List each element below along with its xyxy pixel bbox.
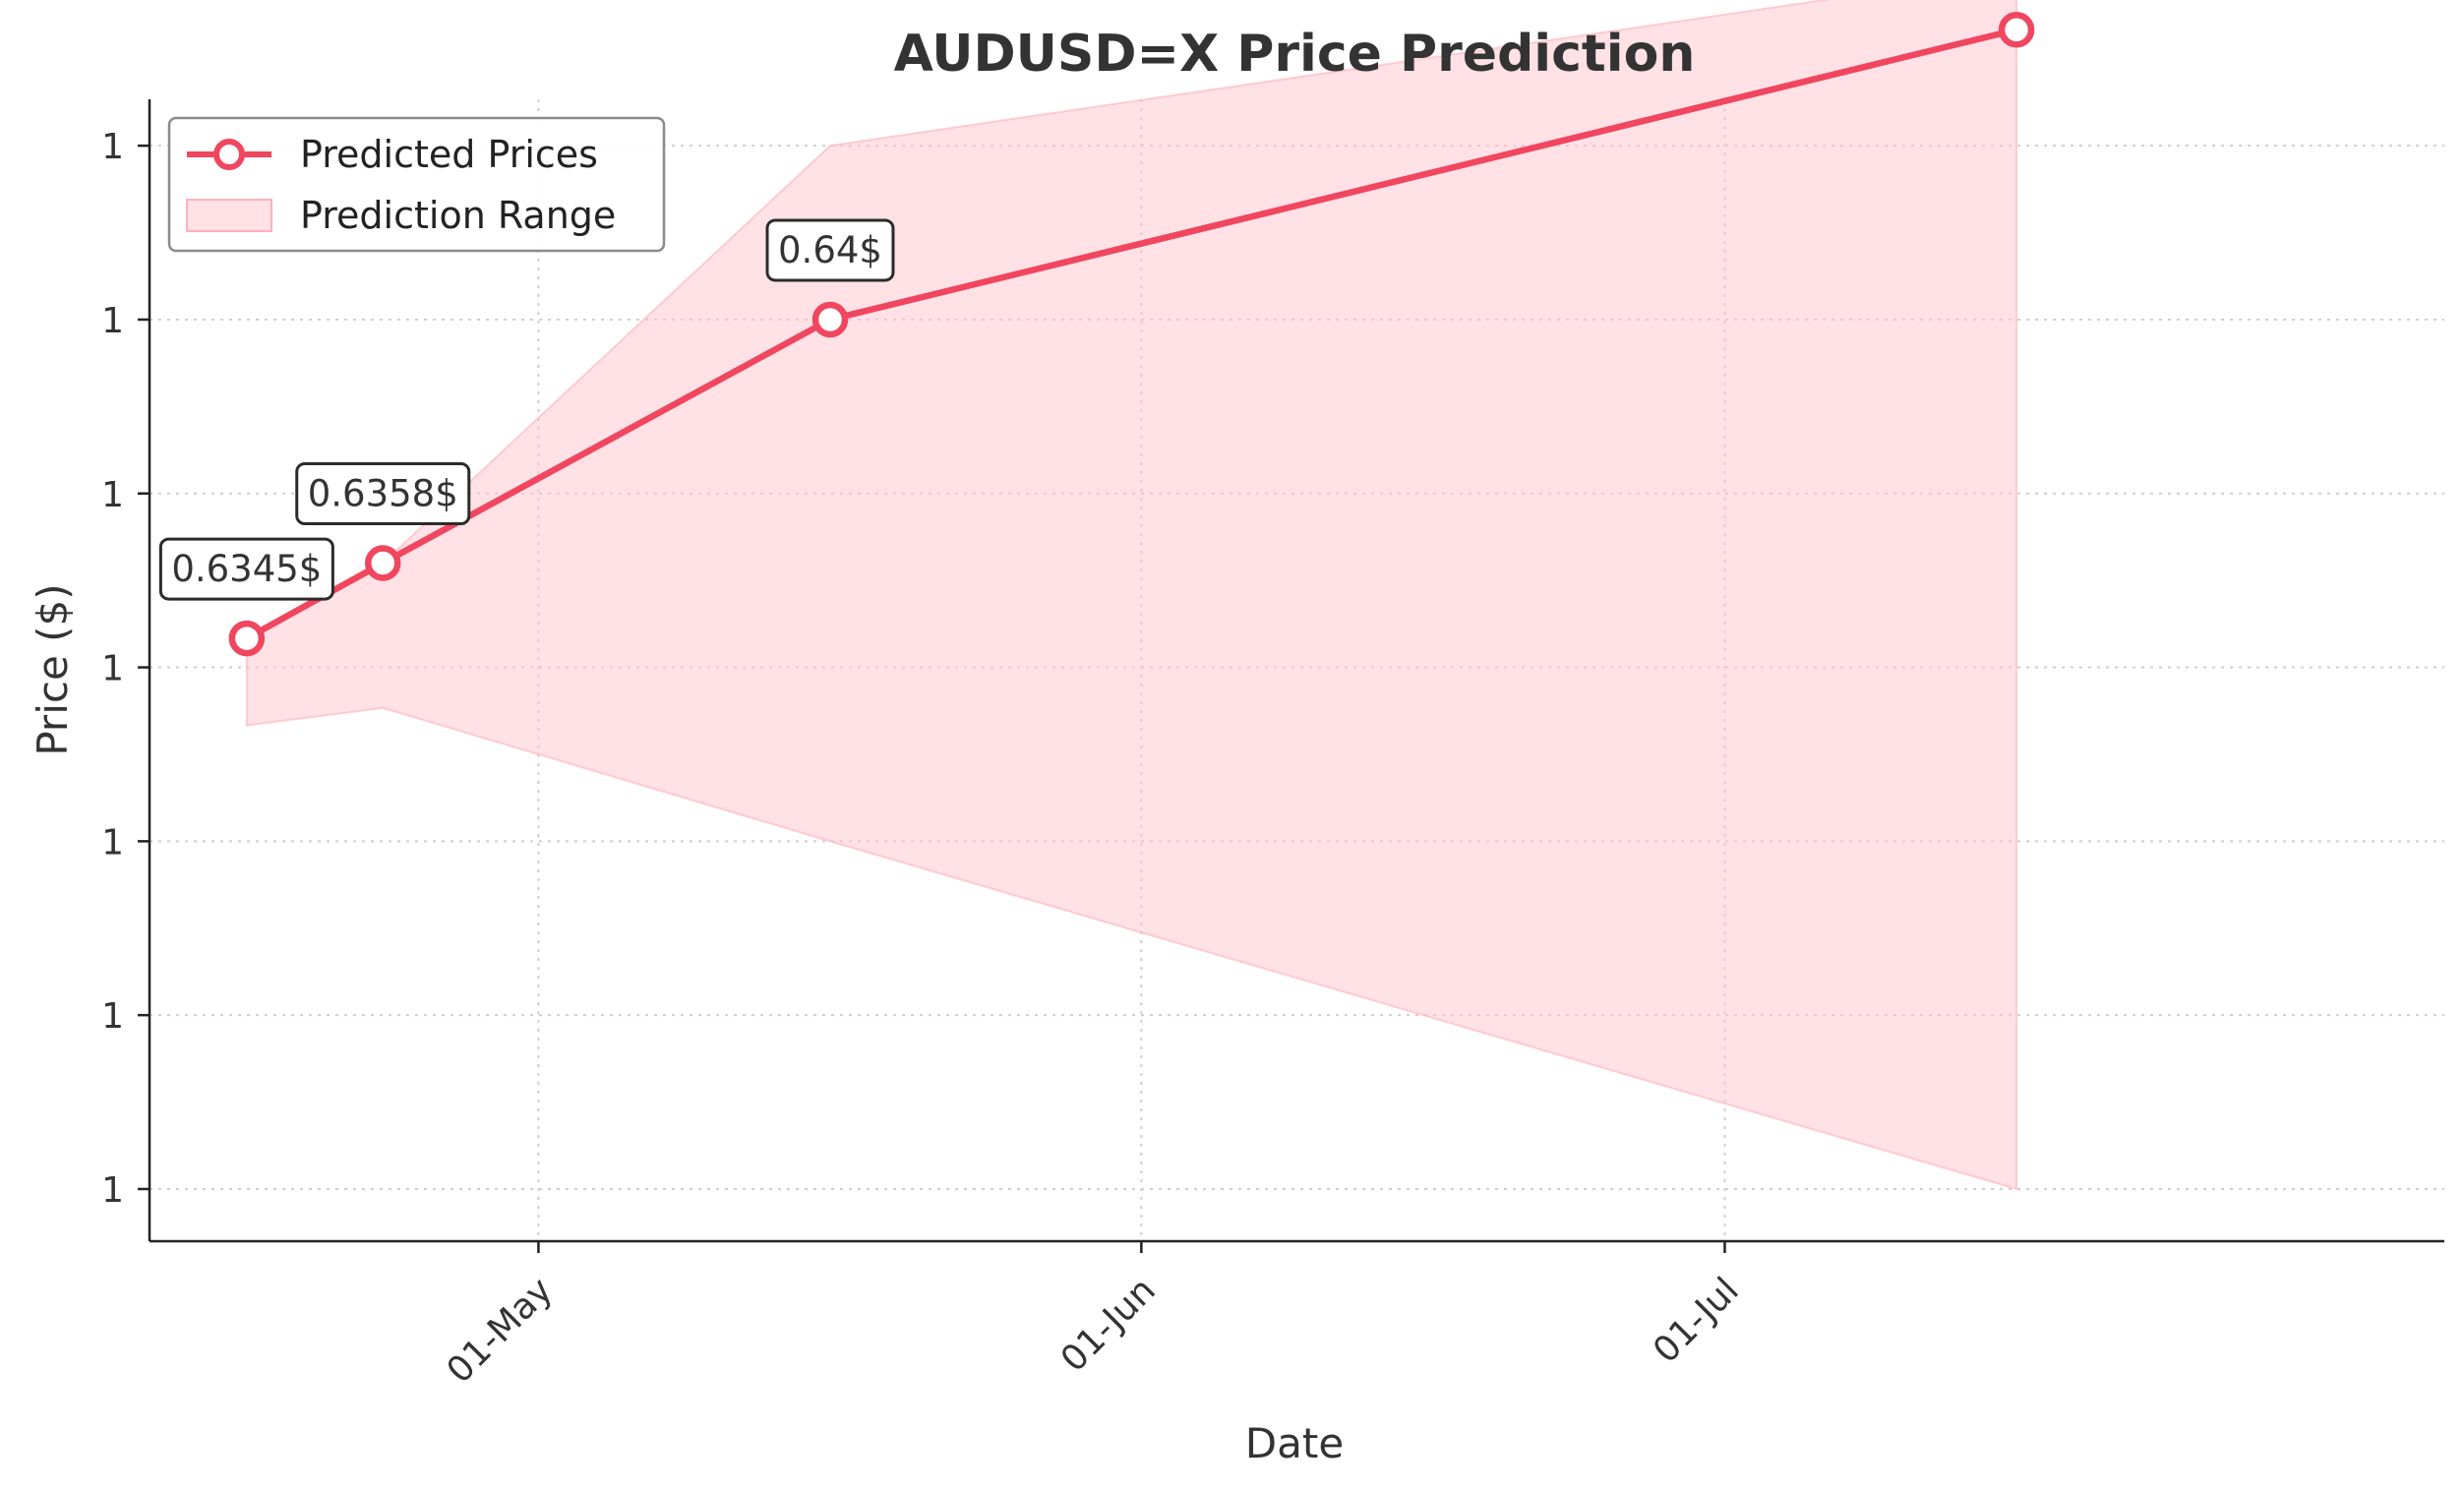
y-tick-label: 1 xyxy=(101,1170,124,1211)
y-tick-label: 1 xyxy=(101,127,124,167)
data-label: 0.6358$ xyxy=(295,461,471,525)
y-tick-label: 1 xyxy=(101,996,124,1037)
data-label-box xyxy=(295,461,471,525)
data-point xyxy=(1998,12,2035,48)
data-label-text: 0.6358$ xyxy=(308,472,458,514)
predicted-prices-line xyxy=(243,27,2020,642)
grid xyxy=(150,99,2444,1241)
axes xyxy=(148,99,2444,1243)
y-axis-ticks: 1 1 1 1 1 1 1 xyxy=(101,127,150,1211)
predicted-prices-points xyxy=(228,12,2035,657)
y-tick-label: 1 xyxy=(101,822,124,863)
data-labels: 0.6345$0.6358$0.64$0.645$ xyxy=(158,218,895,601)
legend: Predicted Prices Prediction Range xyxy=(167,116,666,253)
legend-marker-swatch xyxy=(213,139,245,170)
y-tick-label: 1 xyxy=(101,301,124,341)
prediction-range-area xyxy=(245,0,2018,1191)
data-label-box xyxy=(158,537,334,601)
chart-title: AUDUSD=X Price Prediction xyxy=(894,25,1696,84)
legend-range-swatch xyxy=(186,199,272,232)
data-point xyxy=(365,545,401,581)
data-label-text: 0.6345$ xyxy=(171,548,322,590)
x-axis-label: Date xyxy=(1245,1419,1344,1467)
data-label: 0.64$ xyxy=(765,218,895,282)
predicted-prices-series-line xyxy=(243,27,2020,642)
data-label-box xyxy=(765,218,895,282)
data-point xyxy=(228,620,266,657)
y-tick-label: 1 xyxy=(101,649,124,689)
data-point xyxy=(811,301,849,338)
data-label-text: 0.64$ xyxy=(778,229,882,271)
legend-predicted-prices: Predicted Prices xyxy=(300,133,598,176)
legend-prediction-range: Prediction Range xyxy=(300,194,616,237)
y-tick-label: 1 xyxy=(101,475,124,515)
legend-box xyxy=(167,116,666,253)
data-label: 0.6345$ xyxy=(158,537,334,601)
y-axis-label: Price ($) xyxy=(29,583,77,755)
